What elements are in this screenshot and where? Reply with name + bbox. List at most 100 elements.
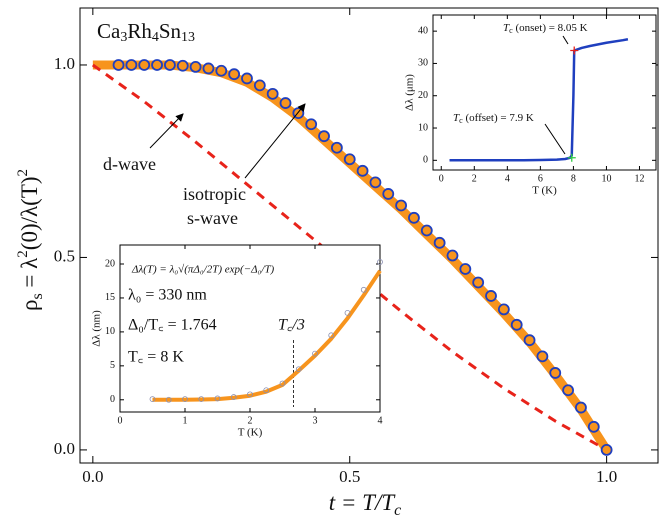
data-point — [198, 396, 205, 403]
pointer — [544, 123, 566, 155]
data-point — [328, 332, 335, 339]
data-point — [263, 387, 270, 394]
data-point — [279, 97, 292, 109]
y-axis-label: ρs = λ2(0)/λ(T)2 — [15, 169, 45, 311]
y-tick-label: 15 — [105, 292, 115, 303]
y-tick-label: 1.0 — [54, 54, 75, 73]
data-point — [433, 236, 446, 249]
data-point — [497, 303, 510, 316]
y-axis-label: Δλ (nm) — [91, 310, 103, 347]
x-tick-label: 0.0 — [82, 467, 103, 486]
data-point — [485, 290, 497, 302]
data-point — [408, 211, 420, 224]
x-tick-label: 8 — [571, 173, 576, 184]
data-point — [536, 350, 549, 363]
data-point — [189, 60, 202, 73]
x-tick-label: 0 — [439, 173, 444, 184]
data-point — [165, 396, 172, 403]
y-axis-label: Δλ (μm) — [404, 74, 416, 111]
data-point — [266, 87, 279, 100]
x-tick-label: 0 — [118, 415, 123, 426]
data-line — [152, 269, 382, 402]
data-point — [343, 153, 356, 166]
data-point — [138, 59, 151, 71]
plot-frame — [432, 14, 657, 171]
y-tick-label: 20 — [418, 90, 428, 101]
plot-frame — [79, 7, 659, 464]
y-tick-label: 5 — [110, 360, 115, 371]
data-point — [523, 334, 536, 347]
annotation: T꜀/3 — [278, 317, 305, 334]
x-tick-label: 4 — [505, 173, 510, 184]
x-tick-label: 1.0 — [596, 467, 617, 486]
x-tick-label: 1 — [183, 415, 188, 426]
data-point — [395, 199, 408, 212]
compound-label: Ca3Rh4Sn13 — [97, 19, 195, 45]
annotation: λ₀ = 330 nm — [128, 287, 207, 304]
pointer — [562, 35, 569, 45]
x-tick-label: 10 — [601, 173, 611, 184]
inset-plot: 0 1 2 3 4 0 5 10 15 20 T (K) Δλ (nm) — [91, 244, 383, 439]
x-tick-label: 2 — [248, 415, 253, 426]
data-point — [446, 249, 459, 262]
x-tick-label: 2 — [472, 173, 477, 184]
y-tick-label: 10 — [105, 326, 115, 337]
annotation: Tc (onset) = 8.05 K — [503, 22, 588, 35]
annotation: T꜀ = 8 K — [128, 349, 184, 366]
data-point — [215, 64, 228, 77]
x-tick-label: 0.5 — [339, 467, 360, 486]
y-tick-label: 30 — [418, 58, 428, 69]
x-axis-label: T (K) — [238, 427, 263, 439]
data-point — [382, 188, 395, 200]
data-point — [472, 276, 485, 289]
x-tick-label: 3 — [313, 415, 318, 426]
y-tick-label: 20 — [105, 258, 115, 269]
data-point — [214, 395, 221, 402]
y-tick-label: 0.5 — [54, 246, 75, 265]
annotation: isotropic — [183, 184, 246, 204]
marker — [570, 46, 579, 55]
x-tick-label: 6 — [538, 173, 543, 184]
annotation: d-wave — [103, 154, 156, 174]
y-tick-label: 0.0 — [54, 439, 75, 458]
data-point — [330, 141, 343, 154]
data-point — [241, 72, 253, 85]
y-tick-label: 10 — [418, 122, 428, 133]
data-point — [318, 130, 330, 143]
marker — [567, 153, 576, 162]
data-point — [176, 59, 189, 72]
y-tick-label: 40 — [418, 25, 428, 36]
annotation: Δλ(T) = λ₀√(πΔ₀/2T) exp(−Δ₀/T) — [131, 264, 275, 276]
data-point — [164, 59, 176, 71]
data-point — [149, 396, 156, 403]
data-point — [344, 309, 351, 316]
data-point — [459, 263, 472, 275]
data-point — [182, 396, 188, 403]
inset-background — [120, 245, 380, 412]
data-point — [356, 164, 369, 177]
annotation: Tc (offset) = 7.9 K — [453, 112, 534, 125]
data-point — [228, 68, 241, 81]
inset-plot: 0 2 4 6 8 10 12 0 10 20 30 40 T (K) Δλ (μm) — [404, 14, 657, 197]
inset-background — [433, 15, 656, 170]
data-point — [279, 380, 286, 387]
data-point — [562, 384, 574, 397]
x-axis-label: t = T/Tc — [329, 490, 402, 518]
arrow — [244, 103, 306, 179]
x-tick-label: 12 — [634, 173, 644, 184]
data-line — [449, 37, 629, 162]
data-point — [360, 286, 367, 293]
data-point — [420, 224, 433, 237]
data-point — [600, 444, 613, 456]
data-point — [587, 420, 600, 433]
data-point — [202, 62, 215, 75]
data-point — [510, 318, 523, 331]
annotation: s-wave — [187, 208, 238, 228]
data-point — [549, 367, 562, 379]
data-point — [253, 79, 266, 92]
data-point — [112, 59, 125, 71]
data-point — [295, 366, 302, 373]
arrow — [149, 113, 184, 149]
x-axis-label: T (K) — [532, 185, 557, 197]
y-tick-label: 0 — [110, 394, 115, 405]
